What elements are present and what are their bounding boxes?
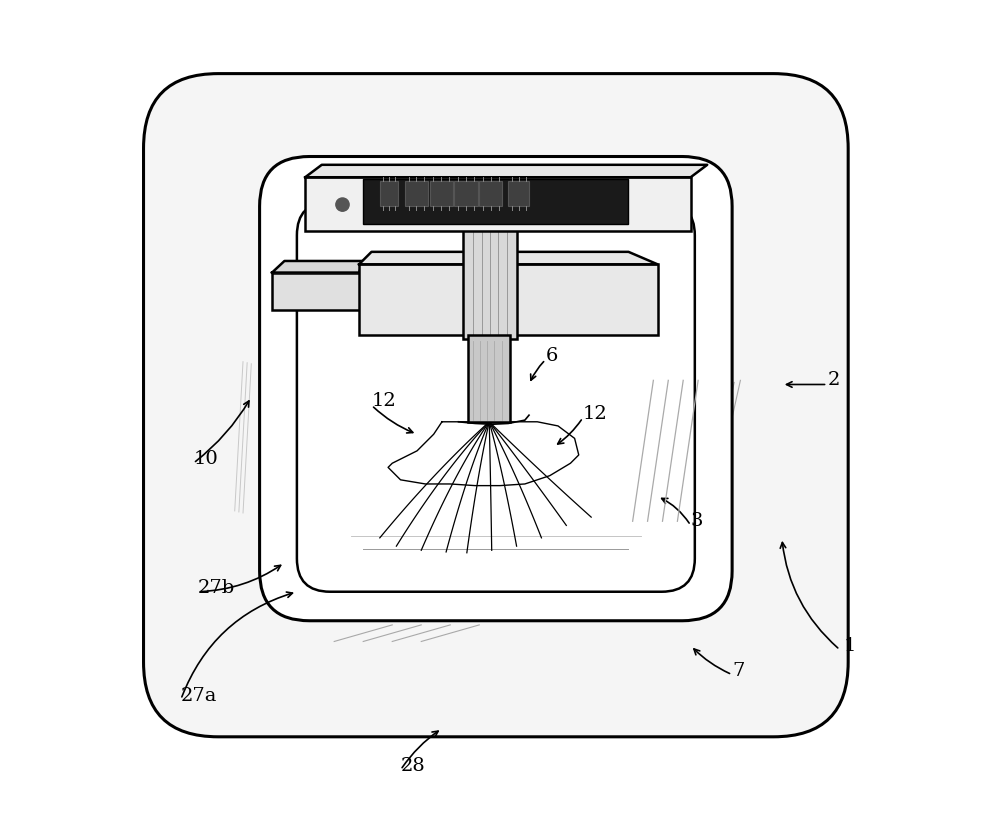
Text: 1: 1 — [844, 636, 856, 654]
Text: 27a: 27a — [181, 686, 217, 704]
Bar — [468, 335, 510, 422]
Bar — [430, 182, 453, 207]
Polygon shape — [359, 253, 658, 265]
Bar — [359, 265, 658, 335]
Bar — [479, 182, 502, 207]
Text: 7: 7 — [732, 661, 744, 679]
Circle shape — [336, 199, 349, 212]
Bar — [363, 180, 628, 225]
Text: 12: 12 — [372, 392, 396, 410]
Text: 5: 5 — [475, 280, 488, 298]
Text: 28: 28 — [401, 756, 425, 774]
Text: 10: 10 — [193, 450, 218, 468]
FancyBboxPatch shape — [260, 157, 732, 621]
Bar — [272, 273, 363, 310]
Text: 9: 9 — [475, 205, 488, 224]
Bar — [454, 182, 478, 207]
Polygon shape — [272, 262, 363, 273]
Text: 3: 3 — [691, 512, 703, 530]
FancyBboxPatch shape — [297, 203, 695, 592]
Text: 2: 2 — [827, 371, 840, 389]
Text: 6: 6 — [546, 346, 558, 364]
Bar — [305, 178, 691, 232]
Bar — [417, 199, 566, 331]
Bar — [508, 182, 529, 207]
Bar — [380, 182, 398, 207]
Bar — [405, 182, 428, 207]
Bar — [463, 228, 517, 339]
Polygon shape — [305, 166, 707, 178]
Text: 8: 8 — [380, 280, 392, 298]
Polygon shape — [463, 219, 525, 228]
Text: 12: 12 — [583, 404, 608, 422]
FancyBboxPatch shape — [144, 75, 848, 737]
Text: 27b: 27b — [197, 578, 235, 596]
